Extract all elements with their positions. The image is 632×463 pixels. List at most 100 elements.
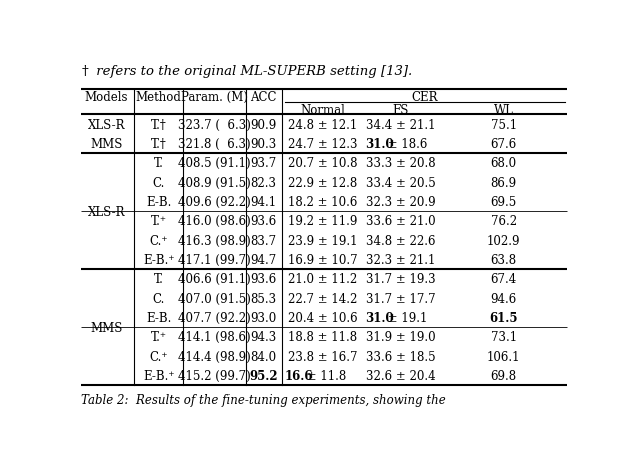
Text: 85.3: 85.3 [251,292,277,305]
Text: 31.7 ± 19.3: 31.7 ± 19.3 [366,273,435,286]
Text: Param. (M): Param. (M) [181,91,248,104]
Text: 94.6: 94.6 [490,292,517,305]
Text: CER: CER [411,91,438,104]
Text: 83.7: 83.7 [251,234,277,247]
Text: 23.9 ± 19.1: 23.9 ± 19.1 [288,234,357,247]
Text: 407.7 (92.2): 407.7 (92.2) [178,311,250,324]
Text: 82.3: 82.3 [251,176,277,189]
Text: 94.1: 94.1 [251,195,277,208]
Text: 69.5: 69.5 [490,195,517,208]
Text: T.†: T.† [151,138,167,150]
Text: 24.8 ± 12.1: 24.8 ± 12.1 [288,118,357,131]
Text: 76.2: 76.2 [490,215,517,228]
Text: 408.5 (91.1): 408.5 (91.1) [178,157,250,170]
Text: XLS-R: XLS-R [88,118,125,131]
Text: 69.8: 69.8 [490,369,517,382]
Text: 406.6 (91.1): 406.6 (91.1) [178,273,250,286]
Text: 24.7 ± 12.3: 24.7 ± 12.3 [288,138,357,150]
Text: XLS-R: XLS-R [88,205,125,218]
Text: E-B.: E-B. [146,195,171,208]
Text: 22.7 ± 14.2: 22.7 ± 14.2 [288,292,357,305]
Text: WL: WL [494,103,514,117]
Text: 95.2: 95.2 [250,369,278,382]
Text: 93.0: 93.0 [250,311,277,324]
Text: 34.8 ± 22.6: 34.8 ± 22.6 [366,234,435,247]
Text: 31.0: 31.0 [365,311,394,324]
Text: 19.2 ± 11.9: 19.2 ± 11.9 [288,215,357,228]
Text: 106.1: 106.1 [487,350,520,363]
Text: MMS: MMS [90,138,123,150]
Text: 23.8 ± 16.7: 23.8 ± 16.7 [288,350,357,363]
Text: 61.5: 61.5 [489,311,518,324]
Text: 323.7 (  6.3): 323.7 ( 6.3) [178,118,251,131]
Text: T.: T. [154,157,164,170]
Text: 90.3: 90.3 [250,138,277,150]
Text: 73.1: 73.1 [490,331,517,344]
Text: 67.4: 67.4 [490,273,517,286]
Text: Normal: Normal [300,103,345,117]
Text: 93.6: 93.6 [250,215,277,228]
Text: E-B.⁺: E-B.⁺ [143,369,174,382]
Text: ± 18.6: ± 18.6 [384,138,427,150]
Text: E-B.⁺: E-B.⁺ [143,253,174,266]
Text: 16.9 ± 10.7: 16.9 ± 10.7 [288,253,357,266]
Text: C.⁺: C.⁺ [150,350,168,363]
Text: 416.0 (98.6): 416.0 (98.6) [178,215,250,228]
Text: 86.9: 86.9 [490,176,517,189]
Text: E-B.: E-B. [146,311,171,324]
Text: 68.0: 68.0 [490,157,517,170]
Text: 94.3: 94.3 [250,331,277,344]
Text: 33.6 ± 18.5: 33.6 ± 18.5 [366,350,435,363]
Text: 20.7 ± 10.8: 20.7 ± 10.8 [288,157,357,170]
Text: 63.8: 63.8 [490,253,517,266]
Text: 415.2 (99.7): 415.2 (99.7) [178,369,250,382]
Text: Method: Method [136,91,182,104]
Text: ± 11.8: ± 11.8 [303,369,346,382]
Text: 414.4 (98.9): 414.4 (98.9) [178,350,250,363]
Text: 84.0: 84.0 [251,350,277,363]
Text: 417.1 (99.7): 417.1 (99.7) [178,253,250,266]
Text: Table 2:  Results of the fine-tuning experiments, showing the: Table 2: Results of the fine-tuning expe… [82,393,446,406]
Text: 94.7: 94.7 [250,253,277,266]
Text: FS: FS [392,103,409,117]
Text: 18.2 ± 10.6: 18.2 ± 10.6 [288,195,357,208]
Text: 34.4 ± 21.1: 34.4 ± 21.1 [366,118,435,131]
Text: T.†: T.† [151,118,167,131]
Text: refers to the original ML-SUPERB setting [13].: refers to the original ML-SUPERB setting… [92,64,413,77]
Text: 21.0 ± 11.2: 21.0 ± 11.2 [288,273,357,286]
Text: 20.4 ± 10.6: 20.4 ± 10.6 [288,311,357,324]
Text: 32.3 ± 21.1: 32.3 ± 21.1 [366,253,435,266]
Text: ACC: ACC [250,91,277,104]
Text: 414.1 (98.6): 414.1 (98.6) [178,331,250,344]
Text: C.: C. [153,176,165,189]
Text: 93.7: 93.7 [250,157,277,170]
Text: 32.6 ± 20.4: 32.6 ± 20.4 [366,369,435,382]
Text: 90.9: 90.9 [250,118,277,131]
Text: T.⁺: T.⁺ [151,331,167,344]
Text: Models: Models [85,91,128,104]
Text: T.: T. [154,273,164,286]
Text: C.: C. [153,292,165,305]
Text: 93.6: 93.6 [250,273,277,286]
Text: 416.3 (98.9): 416.3 (98.9) [178,234,250,247]
Text: ± 19.1: ± 19.1 [384,311,427,324]
Text: 22.9 ± 12.8: 22.9 ± 12.8 [288,176,357,189]
Text: MMS: MMS [90,321,123,334]
Text: 32.3 ± 20.9: 32.3 ± 20.9 [366,195,435,208]
Text: 67.6: 67.6 [490,138,517,150]
Text: 31.9 ± 19.0: 31.9 ± 19.0 [366,331,435,344]
Text: 75.1: 75.1 [490,118,517,131]
Text: T.⁺: T.⁺ [151,215,167,228]
Text: 321.8 (  6.3): 321.8 ( 6.3) [178,138,250,150]
Text: 16.6: 16.6 [284,369,313,382]
Text: 18.8 ± 11.8: 18.8 ± 11.8 [288,331,357,344]
Text: 31.7 ± 17.7: 31.7 ± 17.7 [366,292,435,305]
Text: 102.9: 102.9 [487,234,520,247]
Text: 31.0: 31.0 [365,138,394,150]
Text: 33.6 ± 21.0: 33.6 ± 21.0 [366,215,435,228]
Text: †: † [82,64,88,77]
Text: C.⁺: C.⁺ [150,234,168,247]
Text: 407.0 (91.5): 407.0 (91.5) [178,292,251,305]
Text: 33.3 ± 20.8: 33.3 ± 20.8 [366,157,435,170]
Text: 409.6 (92.2): 409.6 (92.2) [178,195,250,208]
